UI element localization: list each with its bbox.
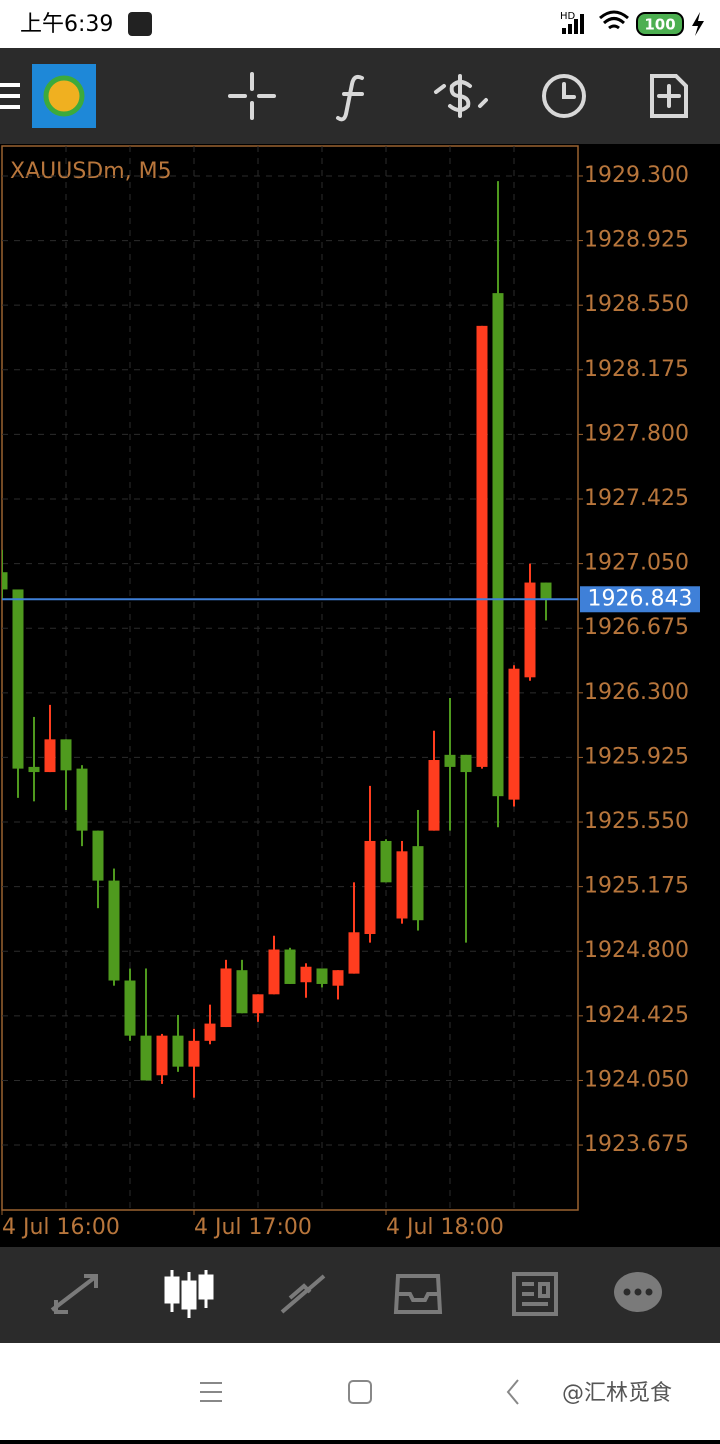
y-tick-label: 1928.175 — [584, 357, 689, 382]
y-tick-label: 1927.050 — [584, 551, 689, 576]
candle-body — [540, 582, 552, 600]
candle-body — [524, 582, 536, 678]
candles — [2, 181, 552, 1098]
system-nav — [0, 1343, 720, 1440]
watermark: @汇林觅食 — [562, 1381, 672, 1406]
candle-body — [2, 572, 8, 590]
trade-tab[interactable] — [280, 1274, 326, 1314]
y-tick-label: 1927.425 — [584, 486, 689, 511]
candle-body — [92, 830, 104, 881]
bottom-nav — [0, 1247, 720, 1343]
y-tick-label: 1929.300 — [584, 163, 689, 188]
candle-body — [252, 994, 264, 1014]
chart-tab[interactable] — [164, 1270, 214, 1318]
clock: 上午6:39 — [20, 12, 113, 37]
x-tick-label: 4 Jul 18:00 — [386, 1215, 504, 1240]
candle-body — [76, 768, 88, 831]
network-type: HD — [560, 11, 576, 22]
candle-body — [124, 980, 136, 1036]
wifi-icon — [599, 10, 629, 30]
x-tick-label: 4 Jul 17:00 — [194, 1215, 312, 1240]
candle-body — [220, 968, 232, 1028]
candle-body — [508, 668, 520, 800]
y-tick-label: 1926.300 — [584, 680, 689, 705]
quotes-tab[interactable] — [50, 1274, 98, 1314]
x-tick-label: 4 Jul 16:00 — [2, 1215, 120, 1240]
charging-icon — [692, 12, 704, 36]
candle-body — [348, 932, 360, 974]
candle-body — [204, 1023, 216, 1041]
y-tick-label: 1926.675 — [584, 615, 689, 640]
candle-body — [476, 325, 488, 767]
y-tick-label: 1924.425 — [584, 1003, 689, 1028]
candle-body — [412, 846, 424, 921]
y-tick-label: 1928.550 — [584, 292, 689, 317]
candle-body — [396, 851, 408, 919]
y-tick-label: 1924.050 — [584, 1067, 689, 1092]
candle-body — [60, 739, 72, 771]
menu-button[interactable] — [0, 83, 20, 109]
candle-body — [428, 760, 440, 831]
news-tab[interactable] — [512, 1272, 558, 1316]
candle-body — [28, 766, 40, 773]
candle-body — [156, 1035, 168, 1076]
candle-body — [172, 1035, 184, 1067]
candle-body — [332, 970, 344, 986]
new-order-button[interactable] — [650, 74, 688, 118]
candle-body — [444, 754, 456, 767]
y-tick-label: 1928.925 — [584, 228, 689, 253]
candle-body — [268, 949, 280, 995]
chat-tab[interactable] — [614, 1272, 662, 1312]
candle-body — [492, 293, 504, 797]
candle-body — [12, 589, 24, 769]
y-tick-label: 1924.800 — [584, 938, 689, 963]
trade-button[interactable] — [434, 74, 488, 118]
crosshair-button[interactable] — [228, 72, 276, 120]
y-tick-label: 1927.800 — [584, 421, 689, 446]
candle-body — [460, 754, 472, 773]
notification-icon — [128, 12, 152, 36]
candle-body — [140, 1035, 152, 1081]
battery — [636, 12, 684, 36]
chart: XAUUSDm, M5 1929.300 1928.925 1928.550 1928… — [1, 145, 700, 1240]
y-tick-label: 1925.175 — [584, 874, 689, 899]
candle-body — [284, 949, 296, 984]
history-tab[interactable] — [393, 1274, 443, 1314]
candle-body — [364, 840, 376, 935]
recents-button[interactable] — [200, 1382, 222, 1402]
y-tick-label: 1925.550 — [584, 809, 689, 834]
history-button[interactable] — [542, 74, 586, 118]
y-tick-label: 1923.675 — [584, 1132, 689, 1157]
home-button[interactable] — [348, 1380, 372, 1404]
indicators-button[interactable] — [336, 74, 364, 122]
candle-body — [236, 970, 248, 1014]
current-price-tag — [580, 586, 700, 613]
candle-body — [108, 880, 120, 981]
chart-title: XAUUSDm, M5 — [10, 159, 172, 184]
back-button[interactable] — [506, 1379, 519, 1405]
candle-body — [380, 840, 392, 883]
app-logo — [43, 75, 85, 117]
candle-body — [44, 739, 56, 773]
status-bar — [0, 0, 720, 48]
candle-body — [316, 968, 328, 984]
signal-icon — [562, 14, 584, 34]
y-tick-label: 1925.925 — [584, 744, 689, 769]
battery-level: 100 — [644, 16, 675, 34]
candle-body — [188, 1040, 200, 1067]
candle-body — [300, 966, 312, 983]
current-price-label: 1926.843 — [588, 586, 693, 611]
